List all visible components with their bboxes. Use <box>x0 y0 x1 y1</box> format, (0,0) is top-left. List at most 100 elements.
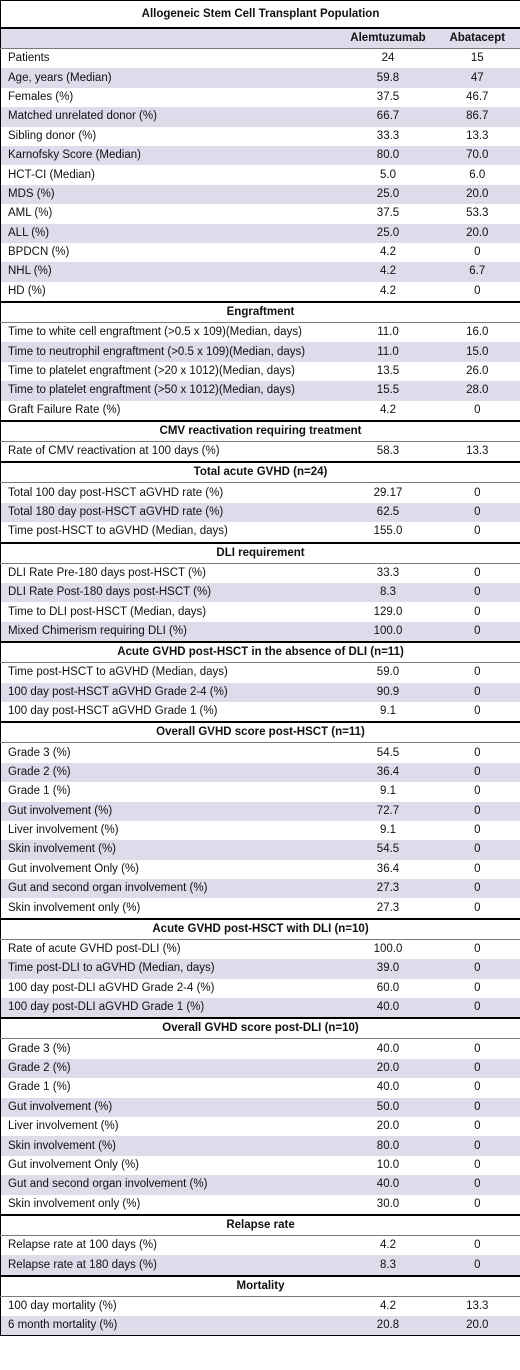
abatacept-value: 15 <box>434 48 520 69</box>
abatacept-value: 0 <box>434 898 520 919</box>
table-row: Patients 24 15 <box>0 48 520 69</box>
row-label: Skin involvement (%) <box>0 840 342 860</box>
row-label: DLI Rate Post-180 days post-HSCT (%) <box>0 582 342 603</box>
table-row: Time post-DLI to aGVHD (Median, days) 39.… <box>0 959 520 979</box>
abatacept-value: 13.3 <box>434 441 520 463</box>
row-label: Graft Failure Rate (%) <box>0 400 342 422</box>
alemtuzumab-value: 11.0 <box>341 342 435 362</box>
row-label: 100 day post-DLI aGVHD Grade 2-4 (%) <box>0 978 342 999</box>
table-row: Liver involvement (%) 20.0 0 <box>0 1116 520 1137</box>
alemtuzumab-value: 4.2 <box>341 281 435 303</box>
table-row: Grade 2 (%) 20.0 0 <box>0 1058 520 1079</box>
row-label: Matched unrelated donor (%) <box>0 107 342 127</box>
row-label: Time to white cell engraftment (>0.5 x 1… <box>0 322 342 343</box>
abatacept-value: 20.0 <box>434 184 520 205</box>
row-label: HD (%) <box>0 281 342 303</box>
abatacept-value: 86.7 <box>434 107 520 127</box>
abatacept-value: 0 <box>434 1097 520 1117</box>
row-label: 6 month mortality (%) <box>0 1316 342 1336</box>
row-label: DLI Rate Pre-180 days post-HSCT (%) <box>0 563 342 583</box>
alemtuzumab-value: 4.2 <box>341 400 435 422</box>
table-row: DLI Rate Post-180 days post-HSCT (%) 8.3 0 <box>0 582 520 603</box>
row-label: Grade 3 (%) <box>0 742 342 763</box>
alemtuzumab-value: 54.5 <box>341 840 435 860</box>
row-label: Time to neutrophil engraftment (>0.5 x 1… <box>0 342 342 362</box>
alemtuzumab-value: 9.1 <box>341 782 435 802</box>
table-row: BPDCN (%) 4.2 0 <box>0 242 520 263</box>
row-label: Gut involvement (%) <box>0 1097 342 1117</box>
table-title: Allogeneic Stem Cell Transplant Populati… <box>0 0 520 29</box>
table-row: Gut and second organ involvement (%) 40.0… <box>0 1175 520 1195</box>
table-row: Gut involvement Only (%) 36.4 0 <box>0 859 520 880</box>
row-label: Time post-HSCT to aGVHD (Median, days) <box>0 662 342 683</box>
row-label: Grade 2 (%) <box>0 1058 342 1079</box>
alemtuzumab-value: 40.0 <box>341 998 435 1019</box>
table-body: Allogeneic Stem Cell Transplant Populati… <box>0 0 520 1336</box>
row-label: Skin involvement only (%) <box>0 898 342 919</box>
row-label: Time post-HSCT to aGVHD (Median, days) <box>0 522 342 543</box>
section-header-row: Acute GVHD post-HSCT with DLI (n=10) <box>0 917 520 940</box>
abatacept-value: 0 <box>434 1194 520 1215</box>
alemtuzumab-value: 20.8 <box>341 1316 435 1336</box>
row-label: Gut involvement (%) <box>0 801 342 821</box>
row-label: BPDCN (%) <box>0 242 342 263</box>
table-row: Grade 3 (%) 40.0 0 <box>0 1038 520 1059</box>
table-row: Gut involvement (%) 72.7 0 <box>0 801 520 821</box>
abatacept-value: 0 <box>434 242 520 263</box>
alemtuzumab-value: 20.0 <box>341 1116 435 1137</box>
table-row: Time to neutrophil engraftment (>0.5 x 1… <box>0 342 520 362</box>
section-heading: Acute GVHD post-HSCT in the absence of D… <box>0 641 520 664</box>
abatacept-value: 0 <box>434 820 520 841</box>
table-row: Graft Failure Rate (%) 4.2 0 <box>0 400 520 422</box>
table-row: Relapse rate at 100 days (%) 4.2 0 <box>0 1235 520 1256</box>
abatacept-value: 0 <box>434 482 520 503</box>
table-row: Matched unrelated donor (%) 66.7 86.7 <box>0 107 520 127</box>
table-title-row: Allogeneic Stem Cell Transplant Populati… <box>0 0 520 29</box>
table-row: Rate of CMV reactivation at 100 days (%)… <box>0 441 520 463</box>
table-row: Karnofsky Score (Median) 80.0 70.0 <box>0 145 520 166</box>
table-row: 100 day post-HSCT aGVHD Grade 2-4 (%) 90.… <box>0 682 520 702</box>
section-heading: Overall GVHD score post-DLI (n=10) <box>0 1017 520 1040</box>
abatacept-value: 0 <box>434 563 520 583</box>
abatacept-value: 20.0 <box>434 223 520 243</box>
abatacept-value: 0 <box>434 281 520 303</box>
abatacept-value: 47 <box>434 68 520 88</box>
abatacept-value: 0 <box>434 840 520 860</box>
row-label: ALL (%) <box>0 223 342 243</box>
alemtuzumab-value: 36.4 <box>341 859 435 880</box>
abatacept-value: 6.0 <box>434 165 520 185</box>
table-row: 100 day post-DLI aGVHD Grade 1 (%) 40.0 0 <box>0 998 520 1019</box>
alemtuzumab-value: 40.0 <box>341 1175 435 1195</box>
table-row: ALL (%) 25.0 20.0 <box>0 223 520 243</box>
abatacept-value: 6.7 <box>434 262 520 282</box>
alemtuzumab-value: 33.3 <box>341 563 435 583</box>
table-row: Time post-HSCT to aGVHD (Median, days) 59… <box>0 662 520 683</box>
table-row: NHL (%) 4.2 6.7 <box>0 262 520 282</box>
table-row: Time to platelet engraftment (>20 x 1012… <box>0 361 520 382</box>
alemtuzumab-value: 27.3 <box>341 879 435 899</box>
table-row: MDS (%) 25.0 20.0 <box>0 184 520 205</box>
row-label: 100 day post-HSCT aGVHD Grade 1 (%) <box>0 701 342 723</box>
alemtuzumab-value: 40.0 <box>341 1038 435 1059</box>
alemtuzumab-value: 90.9 <box>341 682 435 702</box>
column-header-abatacept: Abatacept <box>434 28 520 49</box>
alemtuzumab-value: 37.5 <box>341 204 435 224</box>
row-label: Sibling donor (%) <box>0 126 342 146</box>
alemtuzumab-value: 100.0 <box>341 939 435 960</box>
column-header-row: Alemtuzumab Abatacept <box>0 28 520 49</box>
alemtuzumab-value: 33.3 <box>341 126 435 146</box>
section-header-row: Total acute GVHD (n=24) <box>0 461 520 484</box>
table-row: 100 day post-HSCT aGVHD Grade 1 (%) 9.1 0 <box>0 701 520 723</box>
alemtuzumab-value: 11.0 <box>341 322 435 343</box>
row-label: 100 day post-HSCT aGVHD Grade 2-4 (%) <box>0 682 342 702</box>
abatacept-value: 28.0 <box>434 381 520 401</box>
alemtuzumab-value: 30.0 <box>341 1194 435 1215</box>
abatacept-value: 0 <box>434 939 520 960</box>
row-label: Grade 1 (%) <box>0 782 342 802</box>
row-label: HCT-CI (Median) <box>0 165 342 185</box>
abatacept-value: 0 <box>434 502 520 523</box>
section-header-row: CMV reactivation requiring treatment <box>0 420 520 443</box>
abatacept-value: 0 <box>434 1136 520 1156</box>
table-row: Mixed Chimerism requiring DLI (%) 100.0 0 <box>0 621 520 643</box>
row-label: Time to DLI post-HSCT (Median, days) <box>0 602 342 622</box>
